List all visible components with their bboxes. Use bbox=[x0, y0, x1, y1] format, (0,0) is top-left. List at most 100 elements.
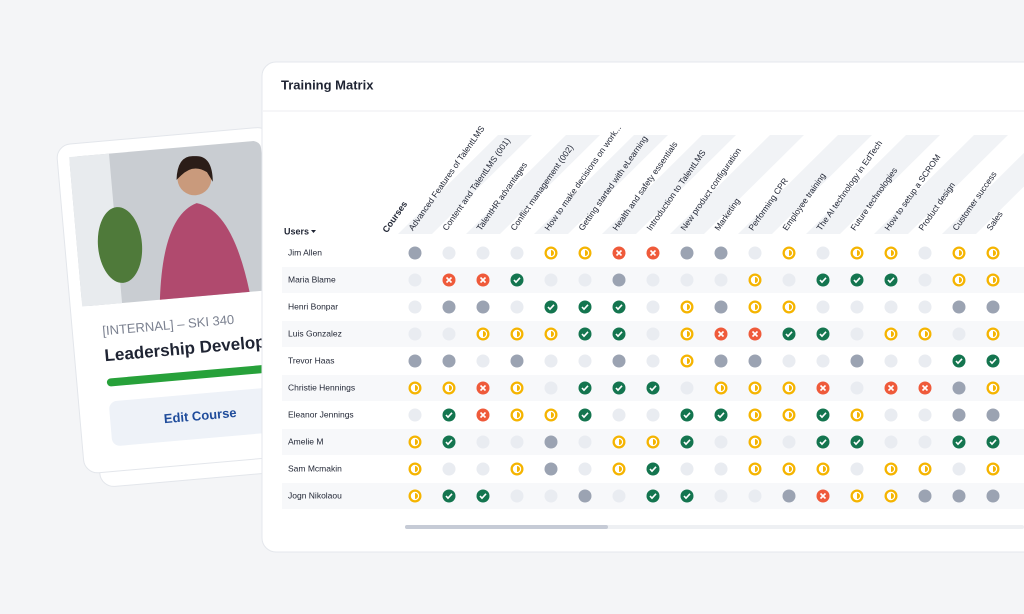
status-icon bbox=[748, 435, 762, 449]
status-not-assigned bbox=[714, 462, 728, 476]
status-icon bbox=[476, 462, 490, 476]
completed-check bbox=[615, 304, 623, 311]
status-not-assigned bbox=[748, 246, 762, 260]
status-icon bbox=[408, 381, 422, 395]
status-icon bbox=[476, 300, 490, 314]
status-not-assigned bbox=[476, 354, 490, 368]
status-icon bbox=[646, 300, 660, 314]
status-icon bbox=[442, 435, 456, 449]
completed-check bbox=[819, 277, 827, 284]
header-stripe bbox=[398, 135, 532, 234]
status-icon bbox=[714, 462, 728, 476]
status-not-assigned bbox=[646, 354, 660, 368]
status-not-assigned bbox=[680, 381, 694, 395]
status-icon bbox=[510, 327, 524, 341]
status-icon bbox=[476, 408, 490, 422]
status-icon bbox=[442, 354, 456, 368]
progress-fill bbox=[789, 250, 792, 256]
failed-cross bbox=[479, 411, 487, 419]
progress-fill bbox=[789, 466, 792, 472]
failed-cross bbox=[649, 249, 657, 257]
status-icon bbox=[714, 489, 728, 503]
status-icon bbox=[646, 489, 660, 503]
failed-cross bbox=[479, 276, 487, 284]
status-not-started bbox=[442, 354, 456, 368]
status-icon bbox=[918, 354, 932, 368]
user-name: Maria Blame bbox=[288, 274, 336, 284]
status-not-started bbox=[918, 489, 932, 503]
status-icon bbox=[442, 489, 456, 503]
completed-check bbox=[649, 466, 657, 473]
progress-fill bbox=[857, 250, 860, 256]
status-icon bbox=[578, 273, 592, 287]
progress-fill bbox=[993, 331, 996, 337]
status-icon bbox=[680, 381, 694, 395]
status-icon bbox=[510, 246, 524, 260]
status-icon bbox=[850, 408, 864, 422]
edit-button-label[interactable]: Edit Course bbox=[163, 405, 237, 426]
status-not-assigned bbox=[952, 327, 966, 341]
edit-button[interactable] bbox=[109, 386, 292, 447]
status-icon bbox=[612, 300, 626, 314]
status-not-assigned bbox=[578, 462, 592, 476]
status-icon bbox=[918, 435, 932, 449]
status-icon bbox=[680, 435, 694, 449]
status-icon bbox=[442, 462, 456, 476]
user-name: Eleanor Jennings bbox=[288, 409, 354, 419]
completed-check bbox=[615, 385, 623, 392]
status-icon bbox=[816, 327, 830, 341]
progress-fill bbox=[517, 331, 520, 337]
user-name: Henri Bonpar bbox=[288, 301, 338, 311]
progress-fill bbox=[993, 385, 996, 391]
status-icon bbox=[986, 300, 1000, 314]
status-icon bbox=[578, 300, 592, 314]
status-not-assigned bbox=[442, 246, 456, 260]
status-not-started bbox=[544, 435, 558, 449]
status-icon bbox=[850, 246, 864, 260]
status-icon bbox=[952, 327, 966, 341]
progress-fill bbox=[551, 331, 554, 337]
failed-cross bbox=[479, 384, 487, 392]
status-icon bbox=[986, 435, 1000, 449]
status-not-started bbox=[714, 300, 728, 314]
completed-check bbox=[445, 439, 453, 446]
failed-cross bbox=[445, 276, 453, 284]
status-icon bbox=[816, 408, 830, 422]
status-icon bbox=[442, 300, 456, 314]
status-not-assigned bbox=[918, 273, 932, 287]
status-icon bbox=[714, 435, 728, 449]
status-icon bbox=[816, 381, 830, 395]
status-icon bbox=[578, 327, 592, 341]
progress-fill bbox=[993, 466, 996, 472]
status-icon bbox=[850, 327, 864, 341]
header-stripe bbox=[874, 135, 1008, 234]
status-icon bbox=[884, 273, 898, 287]
status-icon bbox=[782, 489, 796, 503]
completed-check bbox=[955, 439, 963, 446]
status-icon bbox=[884, 300, 898, 314]
status-icon bbox=[476, 354, 490, 368]
status-icon bbox=[782, 435, 796, 449]
status-not-assigned bbox=[578, 354, 592, 368]
status-icon bbox=[646, 246, 660, 260]
status-not-assigned bbox=[714, 489, 728, 503]
status-icon bbox=[408, 435, 422, 449]
status-icon bbox=[578, 354, 592, 368]
header-stripe bbox=[602, 135, 736, 234]
status-icon bbox=[884, 246, 898, 260]
completed-check bbox=[445, 412, 453, 419]
status-icon bbox=[680, 354, 694, 368]
header-stripe bbox=[534, 135, 668, 234]
progress-fill bbox=[755, 439, 758, 445]
status-icon bbox=[510, 381, 524, 395]
progress-fill bbox=[619, 466, 622, 472]
progress-fill bbox=[993, 277, 996, 283]
status-icon bbox=[510, 462, 524, 476]
completed-check bbox=[581, 331, 589, 338]
scroll-thumb[interactable] bbox=[405, 525, 608, 529]
completed-check bbox=[785, 331, 793, 338]
status-icon bbox=[850, 354, 864, 368]
completed-check bbox=[581, 304, 589, 311]
status-icon bbox=[510, 273, 524, 287]
status-icon bbox=[782, 327, 796, 341]
